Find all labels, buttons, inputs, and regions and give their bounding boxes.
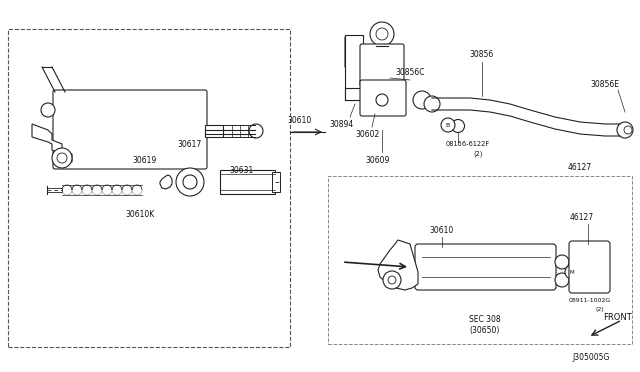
- Circle shape: [617, 122, 633, 138]
- Text: 30631: 30631: [230, 166, 254, 174]
- Circle shape: [249, 124, 263, 138]
- Text: 30856C: 30856C: [396, 67, 425, 77]
- FancyArrow shape: [47, 188, 62, 192]
- Text: J305005G: J305005G: [573, 353, 610, 362]
- Text: 46127: 46127: [568, 163, 592, 171]
- Circle shape: [41, 103, 55, 117]
- Text: (2): (2): [596, 308, 604, 312]
- FancyBboxPatch shape: [569, 241, 610, 293]
- Circle shape: [370, 22, 394, 46]
- Circle shape: [441, 118, 455, 132]
- Text: FRONT: FRONT: [604, 312, 632, 321]
- Circle shape: [555, 255, 569, 269]
- Circle shape: [383, 271, 401, 289]
- Bar: [328, 176, 632, 344]
- Bar: [220, 170, 275, 194]
- Text: 30619: 30619: [133, 155, 157, 164]
- FancyBboxPatch shape: [53, 90, 207, 169]
- Bar: [205, 125, 223, 137]
- Circle shape: [413, 91, 431, 109]
- Circle shape: [451, 119, 465, 132]
- Text: 30610: 30610: [430, 225, 454, 234]
- Circle shape: [57, 153, 67, 163]
- Text: (2): (2): [473, 151, 483, 157]
- Text: 46127: 46127: [570, 212, 594, 221]
- Text: (30650): (30650): [470, 326, 500, 334]
- Text: M: M: [570, 269, 574, 275]
- Bar: [272, 172, 280, 192]
- Circle shape: [565, 265, 579, 279]
- Polygon shape: [345, 37, 365, 72]
- Polygon shape: [378, 240, 418, 290]
- Bar: [345, 35, 363, 100]
- Circle shape: [376, 28, 388, 40]
- Circle shape: [388, 276, 396, 284]
- Text: 30609: 30609: [366, 155, 390, 164]
- FancyBboxPatch shape: [415, 244, 556, 290]
- Bar: [345, 88, 390, 100]
- Text: 30610: 30610: [288, 115, 312, 125]
- Polygon shape: [32, 124, 72, 162]
- Circle shape: [555, 273, 569, 287]
- Text: B: B: [446, 122, 450, 128]
- Text: 30602: 30602: [356, 129, 380, 138]
- Text: 30894: 30894: [330, 119, 354, 128]
- Text: 30610K: 30610K: [125, 209, 155, 218]
- Text: 30617: 30617: [178, 140, 202, 148]
- Text: 30856: 30856: [470, 49, 494, 58]
- Circle shape: [424, 96, 440, 112]
- Circle shape: [376, 94, 388, 106]
- FancyBboxPatch shape: [360, 80, 406, 116]
- Text: 08156-6122F: 08156-6122F: [446, 141, 490, 147]
- Polygon shape: [160, 175, 172, 189]
- FancyBboxPatch shape: [360, 44, 404, 86]
- Text: SEC 308: SEC 308: [469, 315, 501, 324]
- Text: 30856E: 30856E: [591, 80, 620, 89]
- Bar: [8, 29, 290, 347]
- Text: 08911-1002G: 08911-1002G: [569, 298, 611, 302]
- Circle shape: [52, 148, 72, 168]
- Circle shape: [624, 126, 632, 134]
